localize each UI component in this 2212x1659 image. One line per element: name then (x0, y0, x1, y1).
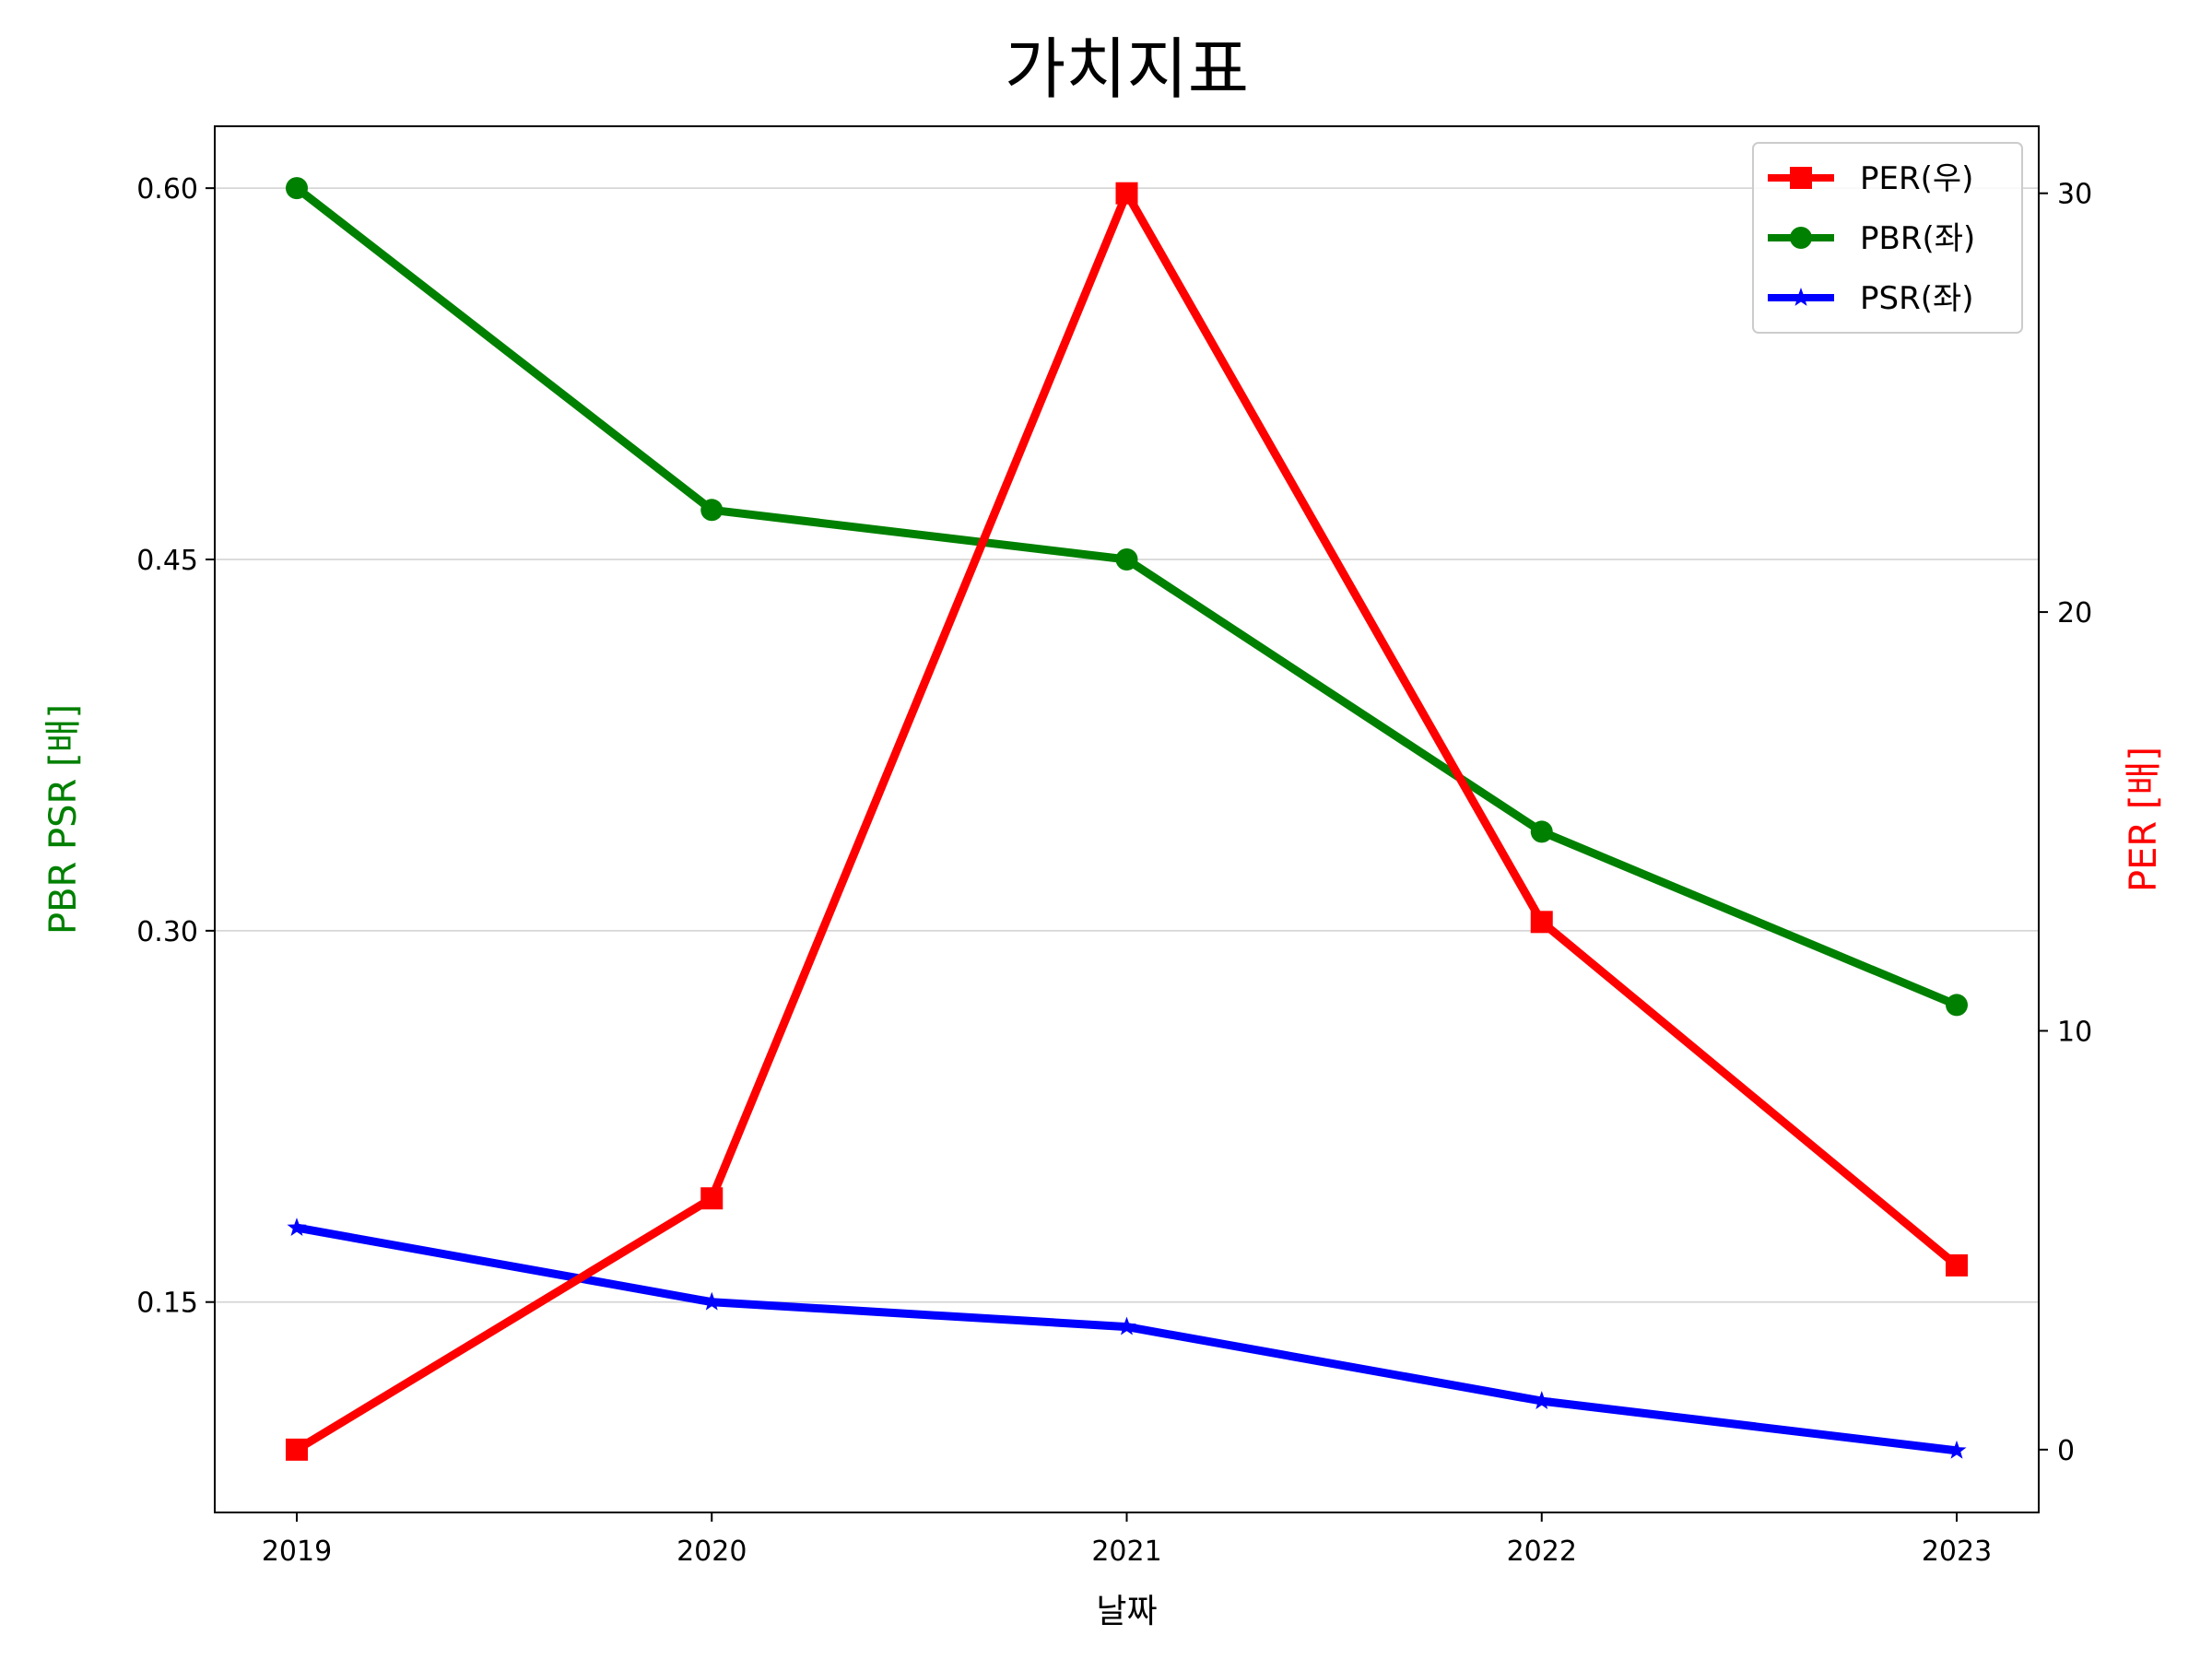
legend-box (1752, 142, 2023, 334)
legend-label: PSR(좌) (1860, 280, 1974, 317)
data-point (1530, 820, 1553, 843)
y-right-tick-label: 30 (2057, 179, 2092, 211)
data-point (1117, 1316, 1136, 1335)
data-point (1532, 1391, 1552, 1409)
series-PER(우) (286, 182, 1968, 1461)
y-right-tick-label: 20 (2057, 597, 2092, 629)
x-tick-label: 2023 (1922, 1535, 1992, 1568)
y-left-tick-label: 0.45 (136, 545, 198, 577)
data-point (1947, 1440, 1967, 1459)
data-point (287, 1218, 307, 1236)
data-point (1530, 911, 1553, 934)
y-left-tick-label: 0.60 (136, 173, 198, 206)
y-left-tick-label: 0.15 (136, 1288, 198, 1320)
y-right-tick-label: 0 (2057, 1435, 2075, 1467)
legend-marker (1790, 227, 1812, 249)
data-point (700, 499, 724, 522)
y-left-tick-label: 0.30 (136, 916, 198, 948)
y-right-tick-label: 10 (2057, 1016, 2092, 1048)
x-tick-label: 2020 (677, 1535, 747, 1568)
series-layer (286, 177, 1968, 1461)
data-point (286, 177, 308, 200)
x-tick-label: 2022 (1507, 1535, 1577, 1568)
legend: PER(우) PBR(좌) PSR(좌) (1752, 142, 2023, 334)
data-point (1115, 182, 1138, 205)
data-point (286, 1438, 308, 1461)
axes: 2019 2020 2021 2022 2023 0.15 0.30 0.45 0.60 0 10 2… (136, 173, 2092, 1568)
data-point (1115, 548, 1138, 571)
legend-label: PER(우) (1860, 160, 1973, 197)
legend-label: PBR(좌) (1860, 220, 1975, 257)
legend-marker (1790, 167, 1812, 189)
y-left-axis-title: PBR PSR [배] (42, 704, 85, 935)
x-tick-label: 2019 (262, 1535, 332, 1568)
data-point (701, 1291, 722, 1311)
series-PBR(좌) (286, 177, 1968, 1017)
chart-title: 가치지표 (1005, 30, 1249, 108)
data-point (1946, 994, 1968, 1017)
legend-marker (1791, 288, 1811, 306)
data-point (1946, 1253, 1968, 1277)
y-right-axis-title: PER [배] (2123, 747, 2165, 892)
data-point (700, 1187, 724, 1210)
x-tick-label: 2021 (1091, 1535, 1161, 1568)
x-axis-title: 날짜 (1096, 1593, 1157, 1630)
